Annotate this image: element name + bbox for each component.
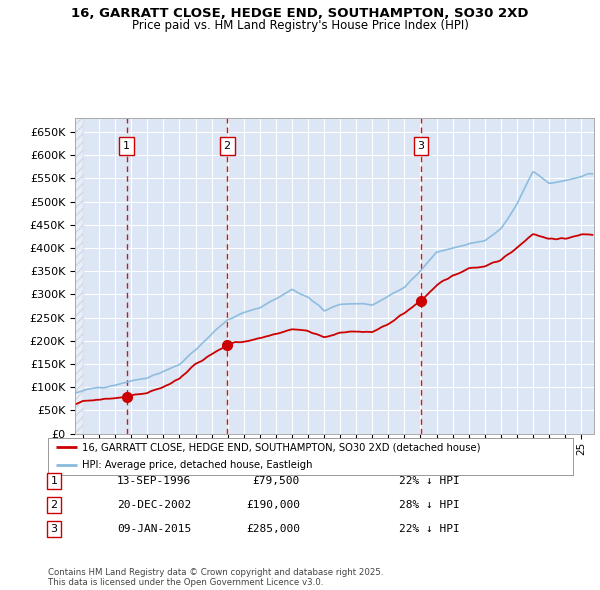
Polygon shape (75, 118, 83, 434)
Text: 28% ↓ HPI: 28% ↓ HPI (399, 500, 460, 510)
Text: 2: 2 (224, 141, 231, 151)
Text: 13-SEP-1996: 13-SEP-1996 (117, 476, 191, 486)
Text: 22% ↓ HPI: 22% ↓ HPI (399, 476, 460, 486)
Text: 3: 3 (418, 141, 424, 151)
Text: HPI: Average price, detached house, Eastleigh: HPI: Average price, detached house, East… (82, 460, 313, 470)
Text: 1: 1 (123, 141, 130, 151)
Text: £285,000: £285,000 (246, 525, 300, 534)
Text: £79,500: £79,500 (253, 476, 300, 486)
Text: 09-JAN-2015: 09-JAN-2015 (117, 525, 191, 534)
Text: 2: 2 (50, 500, 58, 510)
Text: 3: 3 (50, 525, 58, 534)
Text: Contains HM Land Registry data © Crown copyright and database right 2025.
This d: Contains HM Land Registry data © Crown c… (48, 568, 383, 587)
Text: £190,000: £190,000 (246, 500, 300, 510)
Text: Price paid vs. HM Land Registry's House Price Index (HPI): Price paid vs. HM Land Registry's House … (131, 19, 469, 32)
Text: 16, GARRATT CLOSE, HEDGE END, SOUTHAMPTON, SO30 2XD: 16, GARRATT CLOSE, HEDGE END, SOUTHAMPTO… (71, 7, 529, 20)
Text: 20-DEC-2002: 20-DEC-2002 (117, 500, 191, 510)
Text: 1: 1 (50, 476, 58, 486)
Text: 22% ↓ HPI: 22% ↓ HPI (399, 525, 460, 534)
Text: 16, GARRATT CLOSE, HEDGE END, SOUTHAMPTON, SO30 2XD (detached house): 16, GARRATT CLOSE, HEDGE END, SOUTHAMPTO… (82, 442, 481, 452)
